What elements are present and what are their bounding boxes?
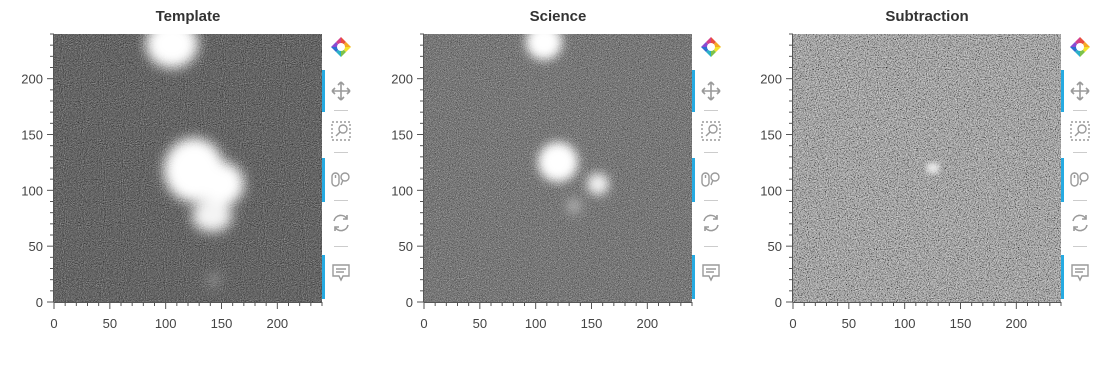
axes-template: 0 50 100 150 200 0 50 100 150 200: [21, 33, 323, 331]
bokeh-logo-icon[interactable]: [1067, 34, 1093, 60]
science-image: [424, 34, 692, 302]
pan-icon[interactable]: [1067, 78, 1093, 104]
x-tick-label: 100: [894, 316, 916, 331]
axes-subtraction: 0 50 100 150 200 0 50 100 150 200: [760, 33, 1062, 331]
y-tick-label: 50: [29, 239, 43, 254]
wheel-zoom-icon[interactable]: [328, 167, 354, 193]
x-tick-label: 50: [842, 316, 856, 331]
toolbar-divider: [704, 200, 718, 201]
plot-title: Template: [155, 8, 221, 25]
y-tick-label: 0: [775, 295, 782, 310]
toolbar-divider: [334, 246, 348, 247]
science-sources: [526, 34, 609, 214]
wheel-zoom-icon[interactable]: [1067, 167, 1093, 193]
toolbar-divider: [704, 152, 718, 153]
reset-icon[interactable]: [328, 210, 354, 236]
y-tick-label: 100: [760, 183, 782, 198]
hover-icon[interactable]: [328, 260, 354, 286]
reset-icon[interactable]: [1067, 210, 1093, 236]
x-tick-label: 200: [266, 316, 288, 331]
toolbar-divider: [704, 110, 718, 111]
image-plot-science[interactable]: [424, 34, 692, 302]
y-tick-label: 200: [760, 72, 782, 87]
toolbar-divider: [704, 246, 718, 247]
y-tick-label: 200: [21, 72, 43, 87]
subtraction-residual: [926, 162, 940, 174]
y-tick-label: 0: [406, 295, 413, 310]
plot-title: Science: [529, 8, 587, 25]
x-tick-label: 150: [950, 316, 972, 331]
subtraction-image: [793, 34, 1061, 302]
x-tick-label: 0: [420, 316, 427, 331]
reset-icon[interactable]: [698, 210, 724, 236]
active-indicator: [322, 255, 325, 299]
toolbar-divider: [334, 110, 348, 111]
y-tick-label: 150: [391, 128, 413, 143]
active-indicator: [692, 255, 695, 299]
bokeh-logo-icon[interactable]: [698, 34, 724, 60]
toolbar-science: [692, 30, 724, 300]
box-zoom-icon[interactable]: [1067, 118, 1093, 144]
active-indicator: [692, 70, 695, 112]
active-indicator: [1061, 70, 1064, 112]
toolbar-template: [322, 30, 354, 300]
toolbar-divider: [334, 200, 348, 201]
pan-icon[interactable]: [698, 78, 724, 104]
y-tick-label: 100: [391, 183, 413, 198]
toolbar-divider: [1073, 110, 1087, 111]
toolbar-divider: [1073, 152, 1087, 153]
panel-science: Science 0 50 100 150 200 0 50 100 150 200: [370, 0, 721, 370]
toolbar-divider: [1073, 200, 1087, 201]
active-indicator: [322, 158, 325, 202]
x-tick-label: 0: [789, 316, 796, 331]
x-tick-label: 50: [103, 316, 117, 331]
axes-science: 0 50 100 150 200 0 50 100 150 200: [391, 33, 693, 331]
hover-icon[interactable]: [698, 260, 724, 286]
image-plot-template[interactable]: [54, 34, 322, 302]
wheel-zoom-icon[interactable]: [698, 167, 724, 193]
image-plot-subtraction[interactable]: [793, 34, 1061, 302]
y-tick-label: 150: [21, 128, 43, 143]
pan-icon[interactable]: [328, 78, 354, 104]
x-tick-label: 150: [581, 316, 603, 331]
active-indicator: [1061, 255, 1064, 299]
y-tick-label: 150: [760, 128, 782, 143]
active-indicator: [322, 70, 325, 112]
panel-subtraction: Subtraction 0 50 100 150 200 0 50 100 150 200: [739, 0, 1093, 370]
x-tick-label: 150: [211, 316, 233, 331]
active-indicator: [692, 158, 695, 202]
y-tick-label: 50: [399, 239, 413, 254]
y-tick-label: 50: [768, 239, 782, 254]
template-image: [54, 34, 322, 302]
template-sources: [146, 34, 244, 286]
hover-icon[interactable]: [1067, 260, 1093, 286]
x-tick-label: 100: [155, 316, 177, 331]
box-zoom-icon[interactable]: [328, 118, 354, 144]
active-indicator: [1061, 158, 1064, 202]
toolbar-divider: [334, 152, 348, 153]
x-tick-label: 200: [1005, 316, 1027, 331]
x-tick-label: 0: [50, 316, 57, 331]
plot-title: Subtraction: [885, 8, 969, 25]
y-tick-label: 0: [36, 295, 43, 310]
y-tick-label: 200: [391, 72, 413, 87]
toolbar-divider: [1073, 246, 1087, 247]
y-tick-label: 100: [21, 183, 43, 198]
box-zoom-icon[interactable]: [698, 118, 724, 144]
x-tick-label: 100: [525, 316, 547, 331]
toolbar-subtraction: [1061, 30, 1093, 300]
x-tick-label: 200: [636, 316, 658, 331]
bokeh-logo-icon[interactable]: [328, 34, 354, 60]
panel-template: Template 0 50 100 150 200 0 50 100 150 200: [0, 0, 351, 370]
x-tick-label: 50: [473, 316, 487, 331]
